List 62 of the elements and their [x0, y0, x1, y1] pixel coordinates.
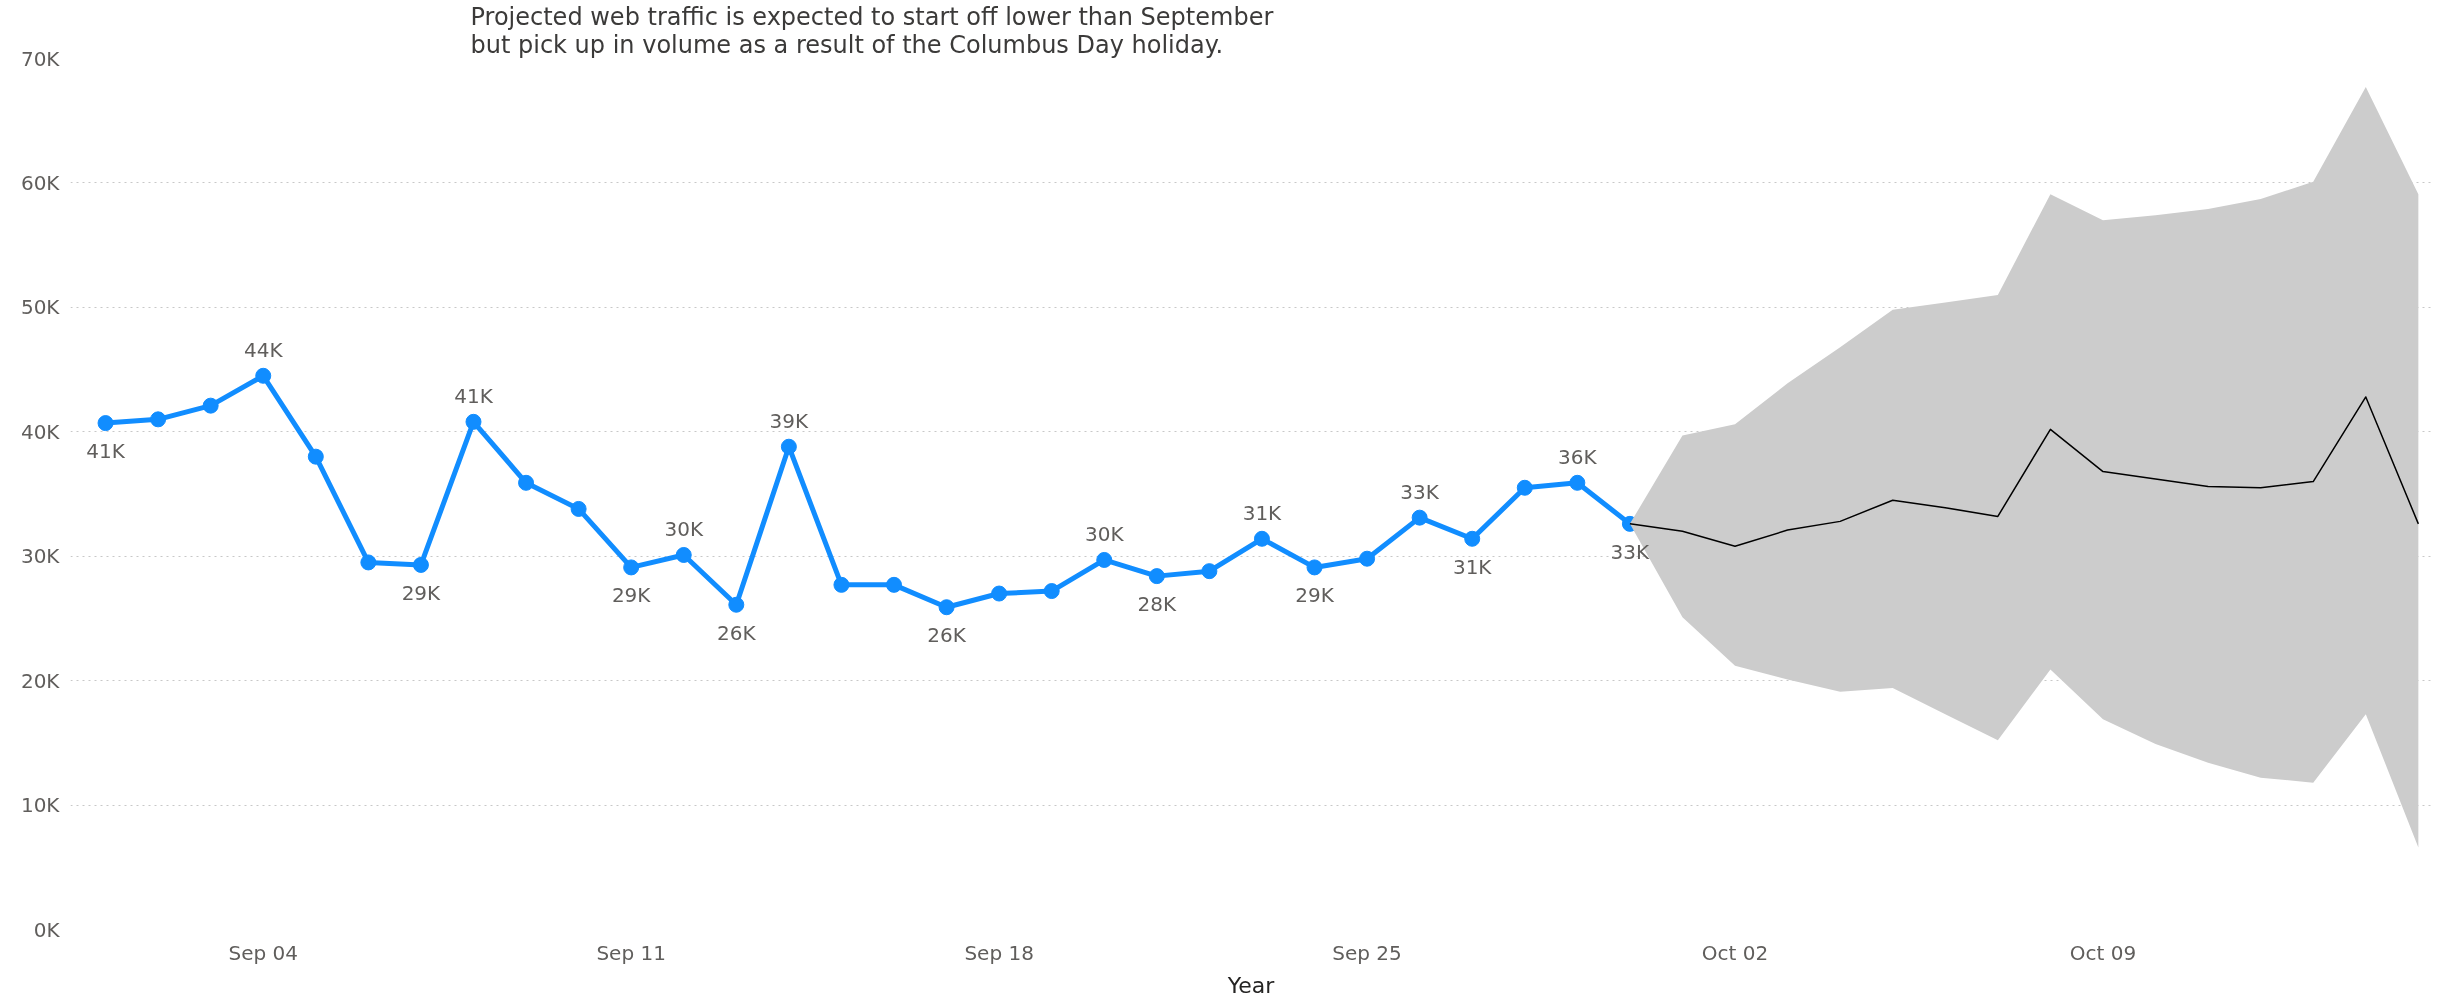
data-label: 28K [1137, 592, 1177, 617]
data-label: 33K [1400, 479, 1440, 504]
data-label: 41K [454, 383, 494, 408]
point [938, 599, 955, 616]
point [202, 397, 219, 414]
point [623, 559, 640, 576]
point [1411, 509, 1428, 526]
point [518, 474, 535, 491]
x-tick-label: Sep 11 [596, 940, 666, 965]
point [833, 576, 850, 593]
x-tick-label: Oct 02 [1701, 940, 1769, 965]
point [1516, 479, 1533, 496]
point [780, 438, 797, 455]
point [1253, 530, 1270, 547]
data-label: 33K [1610, 539, 1651, 564]
annotation: Projected web traffic is expected to start off lower than September but pick up in volume as a result of the Columbus Day holiday. [470, 2, 1274, 59]
point [412, 556, 429, 573]
data-label: 26K [927, 623, 967, 648]
y-tick-label: 60K [20, 170, 61, 195]
data-label: 31K [1242, 500, 1283, 525]
point [307, 448, 324, 465]
y-tick-label: 20K [20, 668, 61, 693]
data-label: 29K [1295, 583, 1335, 608]
y-tick-label: 40K [20, 419, 61, 444]
point [1148, 568, 1165, 585]
point [1464, 530, 1481, 547]
data-label: 36K [1558, 444, 1598, 469]
data-label: 41K [86, 439, 126, 464]
point [150, 411, 167, 428]
point [886, 576, 902, 593]
point [1096, 551, 1113, 568]
point [570, 500, 587, 517]
y-tick-label: 0K [33, 917, 61, 942]
data-label: 29K [401, 580, 442, 605]
point [728, 596, 745, 613]
point [465, 413, 482, 430]
point [1306, 559, 1323, 576]
y-tick-label: 30K [20, 544, 61, 569]
data-label: 26K [717, 620, 757, 645]
data-label: 30K [1084, 521, 1125, 546]
point [1201, 563, 1218, 580]
point [675, 546, 692, 563]
y-tick-label: 10K [20, 793, 61, 818]
x-tick-label: Sep 18 [964, 940, 1034, 965]
data-label: 31K [1452, 554, 1493, 579]
point [1043, 583, 1060, 600]
data-label: 44K [243, 337, 284, 362]
data-label: 29K [611, 583, 652, 608]
point [97, 415, 114, 432]
x-tick-label: Sep 25 [1332, 940, 1402, 965]
y-tick-label: 70K [20, 46, 61, 71]
y-tick-label: 50K [20, 295, 61, 320]
point [1569, 474, 1586, 491]
data-label: 30K [664, 516, 704, 541]
point [255, 367, 272, 384]
x-tick-label: Oct 09 [2069, 940, 2137, 965]
data-label: 39K [769, 408, 810, 433]
point [360, 554, 377, 571]
x-tick-label: Sep 04 [228, 940, 298, 965]
x-axis-title: Year [1226, 972, 1276, 998]
point [1359, 550, 1376, 567]
point [991, 585, 1008, 602]
